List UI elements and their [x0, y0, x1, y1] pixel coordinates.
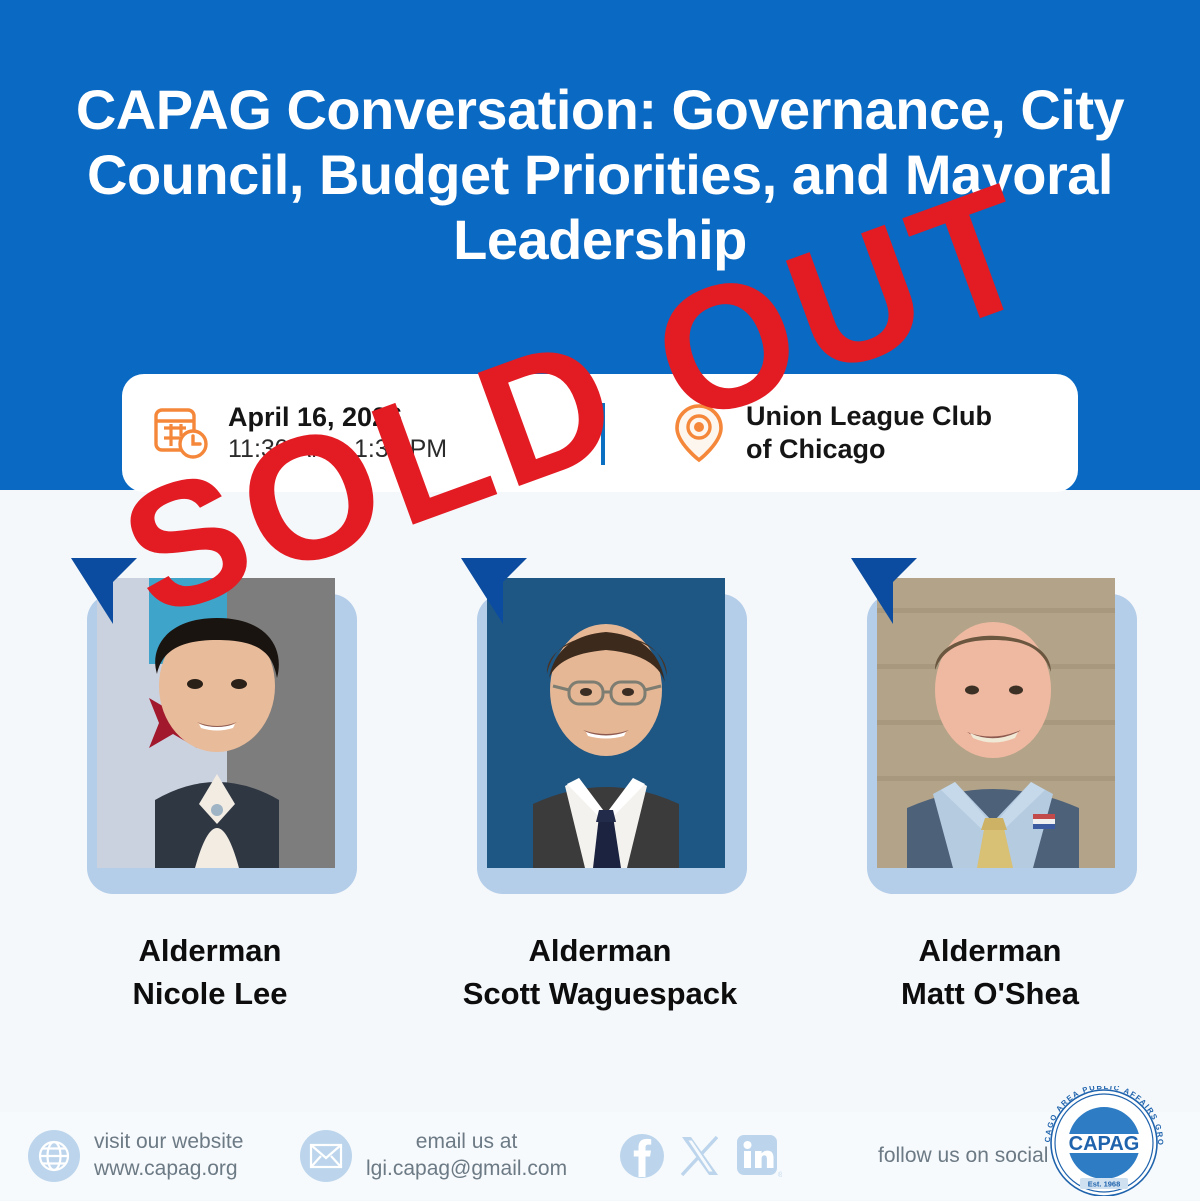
venue-line-2: of Chicago: [746, 434, 886, 464]
facebook-icon[interactable]: [618, 1132, 666, 1180]
avatar: [487, 578, 725, 868]
footer-social-line1: follow us: [878, 1143, 960, 1167]
event-datetime-text: April 16, 2026 11:30 AM - 1:30 PM: [228, 401, 600, 464]
corner-arrow-icon: [847, 554, 923, 628]
footer-website[interactable]: visit our website www.capag.org: [28, 1129, 243, 1183]
logo-center-text: CAPAG: [1069, 1133, 1140, 1155]
envelope-icon: [300, 1130, 352, 1182]
footer-email-line1: email us at: [415, 1130, 518, 1154]
event-date: April 16, 2026: [228, 402, 403, 433]
event-time: 11:30 AM - 1:30 PM: [228, 435, 448, 464]
event-info-card: April 16, 2026 11:30 AM - 1:30 PM Union …: [122, 374, 1078, 492]
x-twitter-icon[interactable]: [676, 1132, 724, 1180]
globe-icon: [28, 1130, 80, 1182]
avatar: [877, 578, 1115, 868]
calendar-clock-icon: [152, 404, 210, 462]
venue-line-1: Union League Club: [746, 401, 992, 432]
speaker-photo-wrap: [45, 548, 375, 896]
speaker-title: Alderman: [918, 933, 1062, 968]
corner-arrow-icon: [67, 554, 143, 628]
footer-email-text: email us at lgi.capag@gmail.com: [366, 1129, 567, 1183]
speaker-card: Alderman Scott Waguespack: [435, 548, 765, 1028]
svg-text:®: ®: [778, 1171, 782, 1179]
speaker-fullname: Scott Waguespack: [462, 975, 738, 1011]
info-card-divider: [601, 403, 605, 465]
linkedin-icon[interactable]: ®: [734, 1132, 784, 1180]
page-title: CAPAG Conversation: Governance, City Cou…: [75, 78, 1125, 271]
footer-website-text: visit our website www.capag.org: [94, 1129, 243, 1183]
speakers-row: Alderman Nicole Lee: [0, 548, 1200, 1028]
footer-website-line2: www.capag.org: [94, 1157, 238, 1180]
event-location-block: Union League Club of Chicago: [600, 374, 1078, 492]
speaker-photo-wrap: [435, 548, 765, 896]
capag-logo: CAPAG CHICAGO AREA PUBLIC AFFAIRS GROUP …: [1015, 1079, 1190, 1197]
footer-website-line1: visit our website: [94, 1130, 244, 1154]
avatar: [97, 578, 335, 868]
footer-bar: visit our website www.capag.org email us…: [0, 1112, 1200, 1200]
speaker-name: Alderman Matt O'Shea: [825, 930, 1155, 1016]
speaker-fullname: Nicole Lee: [132, 975, 288, 1011]
corner-arrow-icon: [457, 554, 533, 628]
speaker-photo-wrap: [825, 548, 1155, 896]
footer-email[interactable]: email us at lgi.capag@gmail.com: [300, 1129, 567, 1183]
event-venue-text: Union League Club of Chicago: [746, 400, 1078, 466]
speaker-card: Alderman Nicole Lee: [45, 548, 375, 1028]
speaker-title: Alderman: [528, 933, 672, 968]
speaker-name: Alderman Scott Waguespack: [435, 930, 765, 1016]
logo-established: Est. 1968: [1088, 1180, 1121, 1189]
speaker-card: Alderman Matt O'Shea: [825, 548, 1155, 1028]
speaker-name: Alderman Nicole Lee: [45, 930, 375, 1016]
footer-email-line2: lgi.capag@gmail.com: [366, 1157, 568, 1180]
speaker-fullname: Matt O'Shea: [901, 975, 1079, 1011]
speaker-title: Alderman: [138, 933, 282, 968]
map-pin-icon: [670, 402, 728, 464]
event-date-block: April 16, 2026 11:30 AM - 1:30 PM: [122, 374, 600, 492]
footer-social-icons: ®: [618, 1132, 784, 1180]
